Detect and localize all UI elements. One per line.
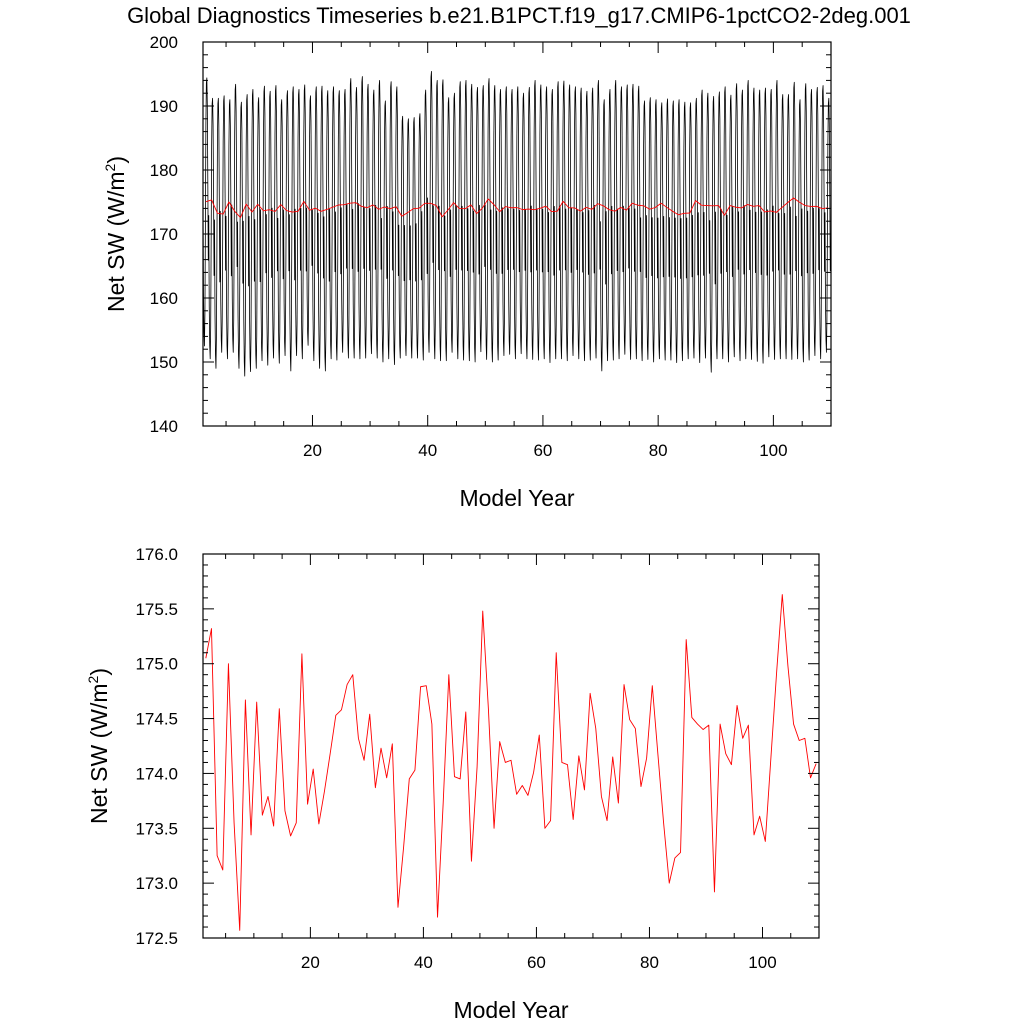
y-tick-label: 160 — [150, 289, 178, 308]
bottom-panel-annual-mean: 20 40 60 80 100 172.5 173.0 173.5 174.0 174.5 175.… — [85, 545, 820, 1023]
y-axis-title: Net SW (W/m2) — [102, 156, 129, 312]
y-tick-label: 150 — [150, 353, 178, 372]
annual-mean-series-line — [205, 594, 817, 931]
annual-mean-series-line — [205, 197, 829, 219]
x-tick-label: 40 — [414, 953, 433, 972]
y-tick-label: 140 — [150, 417, 178, 436]
y-tick-label: 176.0 — [135, 545, 178, 564]
y-tick-label: 173.0 — [135, 874, 178, 893]
y-tick-label: 174.0 — [135, 764, 178, 783]
monthly-series-line — [202, 71, 831, 377]
x-tick-label: 80 — [640, 953, 659, 972]
y-tick-label: 174.5 — [135, 710, 178, 729]
x-tick-label: 20 — [303, 441, 322, 460]
x-tick-label: 100 — [759, 441, 787, 460]
x-tick-label: 80 — [649, 441, 668, 460]
y-tick-label: 180 — [150, 161, 178, 180]
y-tick-label: 175.0 — [135, 655, 178, 674]
y-tick-label: 172.5 — [135, 929, 178, 948]
plot-frame — [202, 553, 820, 939]
y-tick-label: 170 — [150, 225, 178, 244]
y-axis-title: Net SW (W/m2) — [85, 668, 112, 824]
top-panel-monthly-and-annual: 20 40 60 80 100 140 150 160 170 180 190 200 Model Ye… — [102, 33, 832, 511]
y-tick-label: 173.5 — [135, 819, 178, 838]
y-tick-label: 200 — [150, 33, 178, 52]
x-tick-label: 40 — [418, 441, 437, 460]
x-tick-label: 60 — [533, 441, 552, 460]
x-tick-label: 20 — [301, 953, 320, 972]
y-tick-label: 175.5 — [135, 600, 178, 619]
x-tick-label: 60 — [527, 953, 546, 972]
y-tick-label: 190 — [150, 97, 178, 116]
chart-title: Global Diagnostics Timeseries b.e21.B1PC… — [127, 3, 911, 28]
x-tick-label: 100 — [748, 953, 776, 972]
x-axis-title: Model Year — [453, 997, 568, 1023]
x-axis-title: Model Year — [459, 485, 574, 511]
